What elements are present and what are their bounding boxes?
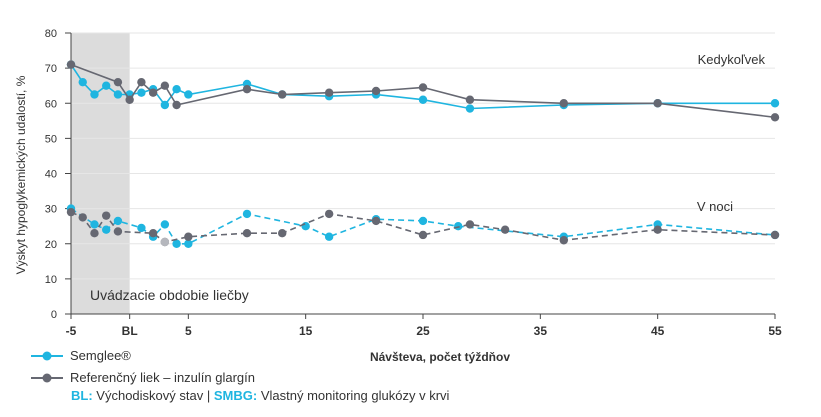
data-point [102, 225, 111, 234]
data-point [102, 211, 111, 220]
data-point [418, 83, 428, 92]
data-point-extra [160, 237, 170, 247]
data-point [770, 99, 780, 108]
data-point [137, 223, 146, 233]
y-tick-label: 30 [45, 204, 57, 216]
series-night-3 [66, 207, 780, 247]
data-point [770, 113, 780, 122]
series-line [70, 63, 776, 119]
legend-label-reference: Referenčný liek – inzulín glargín [70, 370, 255, 385]
y-tick-label: 60 [45, 98, 57, 110]
data-point [653, 225, 662, 234]
data-point [172, 85, 181, 94]
data-point [324, 88, 334, 97]
x-tick-label: 5 [185, 324, 192, 338]
footnote-bl-key: BL: [71, 388, 93, 403]
y-axis-title: Výskyt hypoglykemických udalostí, % [14, 75, 28, 274]
data-point [184, 239, 193, 248]
data-point [90, 229, 99, 238]
x-tick-label: 55 [768, 324, 782, 338]
data-point [172, 100, 181, 110]
data-point [160, 220, 170, 229]
data-point [148, 88, 158, 97]
label-anytime: Kedykoľvek [698, 52, 766, 67]
data-point [78, 213, 87, 222]
y-tick-label: 10 [45, 274, 57, 286]
label-night: V noci [697, 199, 733, 214]
x-tick-label: -5 [66, 324, 77, 338]
data-point [160, 81, 170, 90]
series-layer [66, 60, 780, 248]
legend-swatch-semglee [31, 351, 63, 361]
data-point [500, 225, 510, 234]
data-point [371, 216, 381, 226]
data-point [242, 85, 252, 94]
data-point [66, 60, 76, 69]
x-tick-label: 25 [416, 324, 430, 338]
y-tick-label: 0 [51, 309, 57, 321]
data-point [172, 239, 181, 248]
footnote-bl-text: Východiskový stav [96, 388, 204, 403]
data-point [137, 77, 146, 87]
y-tick-label: 20 [45, 239, 57, 251]
legend-label-semglee: Semglee® [70, 348, 131, 363]
data-point [371, 86, 381, 96]
footnote-smbg-text: Vlastný monitoring glukózy v krvi [260, 388, 450, 403]
series-anytime-1 [66, 60, 780, 122]
data-point [90, 90, 99, 99]
data-point [559, 99, 568, 108]
data-point [160, 100, 170, 110]
data-point [278, 229, 287, 238]
y-tick-label: 40 [45, 169, 57, 181]
data-point [465, 104, 475, 113]
data-point [418, 216, 428, 226]
data-point [148, 229, 158, 238]
data-point [418, 230, 428, 240]
data-point [102, 81, 111, 90]
data-point [559, 236, 568, 245]
series-night-2 [66, 204, 780, 248]
y-tick-label: 80 [45, 28, 57, 40]
x-tick-label: BL [122, 324, 138, 338]
data-point [301, 221, 310, 231]
y-tick-label: 50 [45, 133, 57, 145]
data-point [66, 207, 76, 217]
footnote-smbg-key: SMBG: [213, 388, 258, 403]
data-point [125, 95, 134, 104]
data-point [242, 229, 252, 238]
data-point [653, 99, 662, 108]
data-point [770, 230, 780, 240]
legend-swatch-reference [31, 373, 63, 383]
footnote: BL: Východiskový stav | SMBG: Vlastný mo… [71, 388, 449, 403]
data-point [113, 77, 123, 87]
x-tick-label: 45 [651, 324, 665, 338]
data-point [465, 95, 475, 104]
data-point [184, 90, 193, 99]
data-point [465, 220, 475, 229]
data-point [184, 232, 193, 241]
tick-labels: 0 10 20 30 40 50 60 70 80 -5 BL 5 15 25 35 45 55 [45, 28, 782, 338]
data-point [454, 221, 463, 231]
data-point [324, 209, 334, 219]
x-axis-title: Návšteva, počet týždňov [370, 350, 510, 364]
x-tick-label: 15 [299, 324, 313, 338]
data-point [113, 216, 123, 226]
data-point [113, 227, 123, 236]
axes [65, 32, 776, 319]
data-point [278, 90, 287, 99]
data-point [137, 88, 146, 97]
data-point [418, 95, 428, 104]
y-tick-label: 70 [45, 63, 57, 75]
data-point [90, 220, 99, 229]
x-tick-label: 35 [534, 324, 548, 338]
induction-period-label: Uvádzacie obdobie liečby [90, 287, 249, 303]
data-point [113, 90, 123, 99]
data-point [78, 77, 87, 87]
data-point [242, 209, 252, 219]
data-point [324, 232, 334, 241]
footnote-separator: | [206, 388, 211, 403]
